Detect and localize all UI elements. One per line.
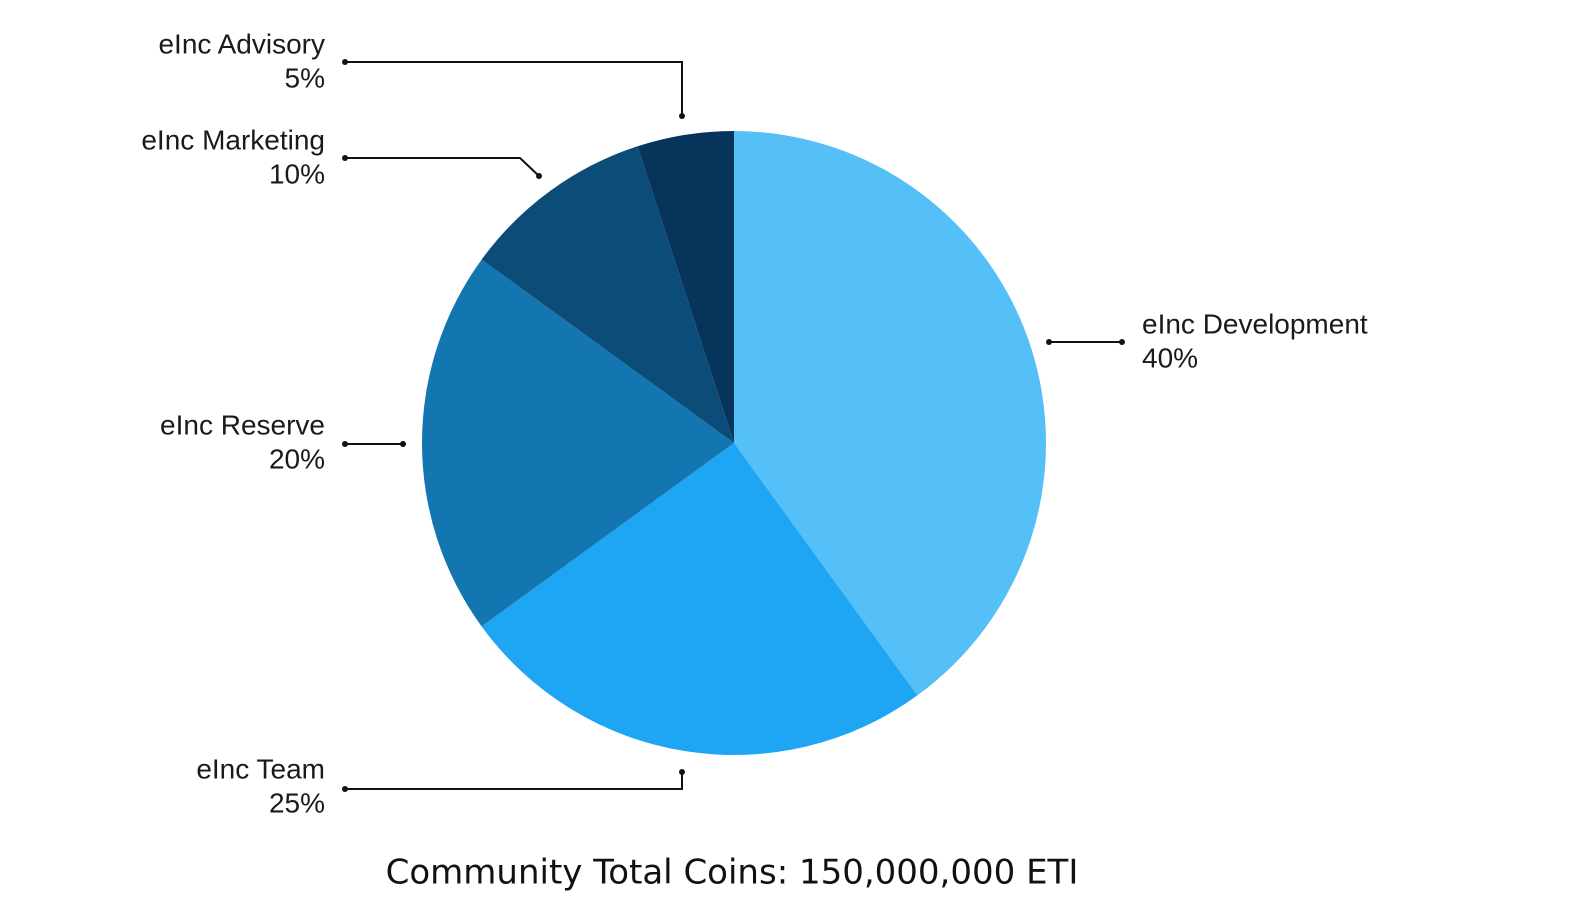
leader-dot — [342, 441, 348, 447]
slice-label: eInc Reserve — [160, 409, 325, 440]
slice-value-label: 40% — [1142, 342, 1198, 373]
slice-label: eInc Advisory — [158, 28, 325, 59]
leader-dot — [342, 786, 348, 792]
pie-slice — [422, 259, 734, 627]
leader-dot — [342, 155, 348, 161]
pie-slice — [481, 146, 734, 443]
slice-value-label: 25% — [269, 787, 325, 818]
slice-value-label: 5% — [285, 62, 325, 93]
leader-dot — [679, 769, 685, 775]
pie-slice — [637, 131, 734, 443]
leader-dot — [679, 113, 685, 119]
leader-line — [345, 157, 540, 177]
leader-dot — [1046, 339, 1052, 345]
slice-value-label: 20% — [269, 443, 325, 474]
leader-line — [345, 772, 683, 790]
slice-label: eInc Marketing — [141, 124, 325, 155]
leader-dot — [342, 59, 348, 65]
leader-line — [345, 61, 683, 116]
leader-dot — [400, 441, 406, 447]
pie-slice — [481, 443, 918, 755]
pie-slice — [734, 131, 1047, 696]
slice-value-label: 10% — [269, 158, 325, 189]
leader-dot — [1119, 339, 1125, 345]
leader-dot — [536, 173, 542, 179]
slice-label: eInc Development — [1142, 308, 1368, 339]
slice-label: eInc Team — [196, 753, 325, 784]
chart-caption: Community Total Coins: 150,000,000 ETI — [386, 853, 1079, 893]
